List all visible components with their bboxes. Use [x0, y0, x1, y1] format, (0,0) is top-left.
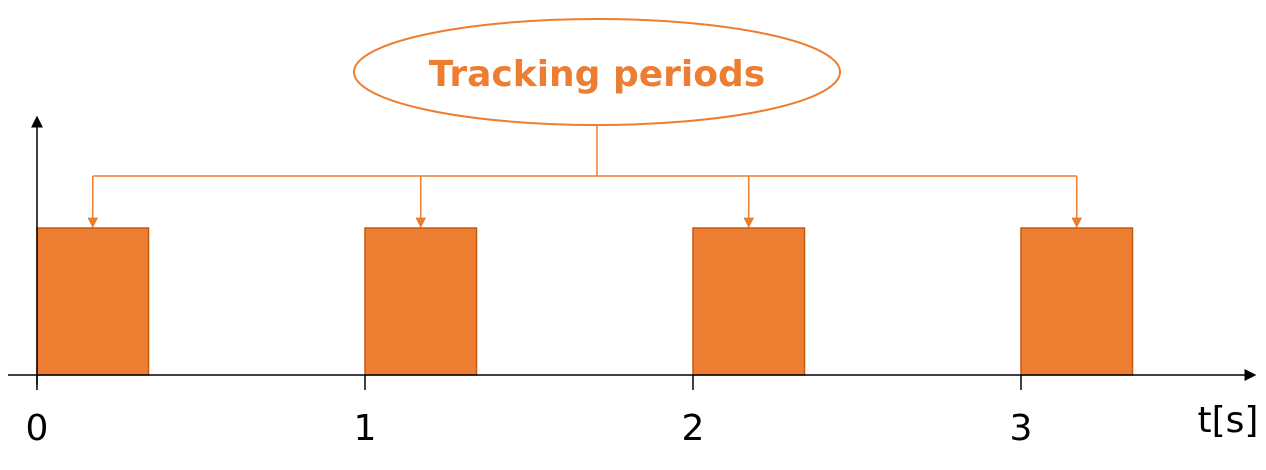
x-tick-label-2: 2 — [682, 408, 705, 449]
period-block-3 — [1020, 227, 1134, 376]
x-tick-label-1: 1 — [354, 408, 377, 449]
x-ticks: 0 1 2 3 — [26, 375, 1033, 449]
period-block-1 — [364, 227, 478, 376]
period-block-0 — [36, 227, 150, 376]
period-blocks — [36, 227, 1134, 376]
axes — [8, 115, 1257, 385]
callout: Tracking periods — [353, 18, 841, 126]
callout-connectors — [87, 125, 1083, 229]
period-block-2 — [692, 227, 806, 376]
x-tick-label-0: 0 — [26, 408, 49, 449]
x-tick-label-3: 3 — [1010, 408, 1033, 449]
x-axis-unit-label: t[s] — [1198, 400, 1259, 441]
callout-label: Tracking periods — [429, 54, 765, 95]
